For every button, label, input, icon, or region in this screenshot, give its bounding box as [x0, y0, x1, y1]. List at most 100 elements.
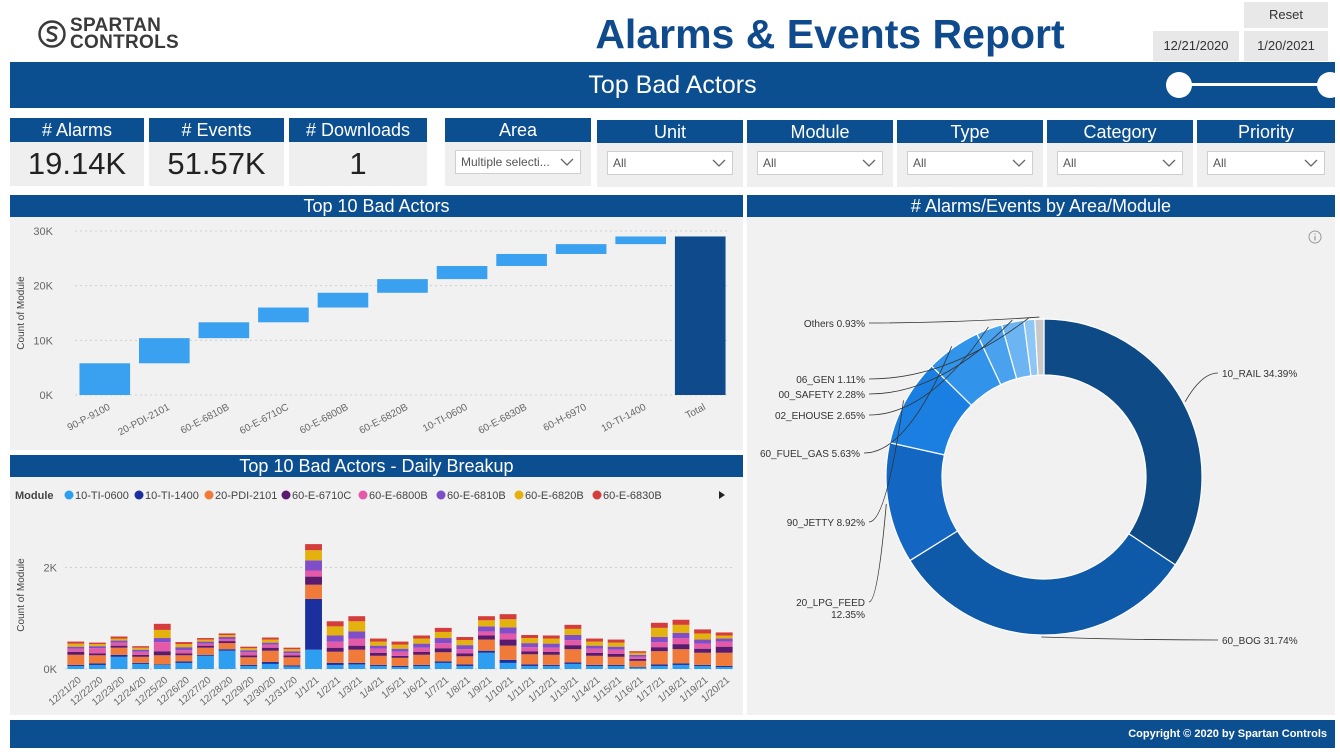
daily-bar-segment	[369, 665, 387, 669]
daily-bar-segment	[456, 656, 474, 665]
daily-bar-segment	[305, 544, 322, 551]
filter-module-value: All	[763, 156, 777, 170]
daily-bar-segment	[88, 664, 106, 669]
waterfall-y-axis-label: Count of Module	[16, 276, 27, 350]
daily-bar-segment	[521, 638, 539, 644]
daily-bar-segment	[586, 655, 603, 665]
daily-bar-segment	[650, 665, 668, 669]
daily-bar-segment	[715, 665, 733, 667]
daily-bar-segment	[132, 654, 150, 657]
filter-area-dropdown[interactable]: Multiple selecti...	[455, 150, 581, 174]
daily-bar-segment	[521, 665, 539, 669]
daily-bar-segment	[694, 648, 712, 653]
daily-bar-segment	[110, 638, 128, 641]
daily-bar-segment	[305, 570, 322, 577]
daily-bar-segment	[650, 637, 668, 643]
brand-line-1: SPARTAN	[70, 15, 162, 36]
daily-legend-label: 60-E-6820B	[525, 490, 584, 502]
daily-bar-segment	[326, 635, 344, 642]
legend-next-arrow-icon	[719, 491, 725, 499]
daily-bar-segment	[175, 644, 193, 648]
daily-bar-segment	[413, 635, 431, 639]
date-slider-start-handle[interactable]	[1166, 72, 1192, 98]
daily-bar-segment	[88, 655, 106, 664]
waterfall-y-tick: 10K	[33, 335, 53, 347]
daily-bar-segment	[607, 665, 625, 669]
reset-button[interactable]: Reset	[1244, 2, 1328, 28]
daily-bar-segment	[132, 656, 150, 663]
waterfall-panel: 0K 10K 20K 30K Count of Module 90-P-9100 20-PD…	[10, 217, 743, 450]
filter-priority-value: All	[1213, 156, 1227, 170]
donut-slice	[1034, 318, 1045, 376]
daily-bar-segment	[240, 646, 258, 649]
daily-bar-segment	[218, 633, 236, 635]
filter-priority-dropdown[interactable]: All	[1207, 151, 1325, 175]
daily-bar-segment	[283, 649, 301, 652]
daily-bar-segment	[261, 661, 279, 664]
donut-leader-line	[868, 503, 887, 603]
filter-type-dropdown[interactable]: All	[907, 151, 1033, 175]
daily-bar-segment	[261, 650, 279, 662]
daily-bar-segment	[197, 638, 214, 640]
daily-bar-segment	[305, 550, 322, 561]
daily-bar-segment	[348, 638, 366, 646]
daily-bar-segment	[672, 644, 690, 650]
daily-bar-segment	[542, 647, 560, 652]
daily-bar-segment	[88, 646, 106, 649]
daily-y-axis-label: Count of Module	[16, 558, 27, 632]
start-date-field[interactable]: 12/21/2020	[1153, 31, 1239, 61]
daily-bar-segment	[456, 649, 474, 654]
daily-bar-segment	[629, 658, 647, 661]
date-range-slider-track[interactable]	[1178, 83, 1330, 86]
daily-bar-segment	[607, 656, 625, 665]
daily-bar-segment	[391, 648, 409, 652]
daily-bar-segment	[413, 664, 431, 666]
daily-bar-segment	[650, 647, 668, 652]
daily-y-tick: 2K	[44, 562, 58, 574]
daily-bar-segment	[694, 643, 712, 649]
daily-bar-segment	[218, 650, 236, 669]
donut-leader-line	[1184, 372, 1219, 402]
daily-bar-segment	[391, 655, 409, 658]
daily-bar-segment	[153, 642, 171, 652]
daily-bar-segment	[607, 642, 625, 647]
daily-bar-segment	[629, 666, 647, 668]
daily-bar-segment	[261, 644, 279, 648]
daily-bar-segment	[67, 643, 85, 647]
daily-bar-segment	[175, 662, 193, 669]
chevron-down-icon	[1012, 159, 1026, 167]
waterfall-x-tick: 60-H-6970	[542, 402, 589, 434]
daily-bar-segment	[629, 656, 647, 659]
daily-bar-segment	[694, 665, 712, 669]
kpi-alarms-label: # Alarms	[10, 118, 144, 142]
waterfall-x-tick: 90-P-9100	[66, 402, 113, 434]
brand-line-2: CONTROLS	[70, 32, 180, 53]
daily-bar-segment	[197, 647, 214, 655]
page-subtitle: Top Bad Actors	[588, 71, 757, 99]
daily-breakup-chart: Module 10-TI-0600 10-TI-1400 20-PDI-2101 60-…	[15, 490, 735, 708]
info-icon[interactable]	[1308, 230, 1322, 244]
daily-bar-segment	[153, 655, 171, 665]
daily-bar-segment	[67, 648, 85, 652]
filter-module-dropdown[interactable]: All	[757, 151, 883, 175]
donut-data-label: 60_BOG 31.74%	[1222, 636, 1298, 647]
filter-category-dropdown[interactable]: All	[1057, 151, 1183, 175]
daily-bar-segment	[261, 663, 279, 669]
daily-bar-segment	[413, 647, 431, 652]
filter-category-value: All	[1063, 156, 1077, 170]
waterfall-x-tick: 10-TI-1400	[600, 402, 649, 435]
filter-unit-dropdown[interactable]: All	[607, 151, 733, 175]
daily-bar-segment	[175, 653, 193, 656]
filter-area-label: Area	[445, 118, 591, 142]
daily-bar-segment	[240, 664, 258, 666]
daily-bar-segment	[283, 655, 301, 658]
daily-bar-segment	[132, 647, 150, 650]
date-slider-end-handle[interactable]	[1317, 72, 1340, 98]
end-date-field[interactable]: 1/20/2021	[1244, 31, 1328, 61]
daily-bar-segment	[434, 648, 452, 653]
filter-category: All	[1047, 143, 1193, 187]
waterfall-y-tick: 20K	[33, 281, 53, 293]
daily-bar-segment	[283, 647, 301, 650]
daily-legend-marker	[281, 490, 291, 500]
daily-bar-segment	[240, 657, 258, 665]
